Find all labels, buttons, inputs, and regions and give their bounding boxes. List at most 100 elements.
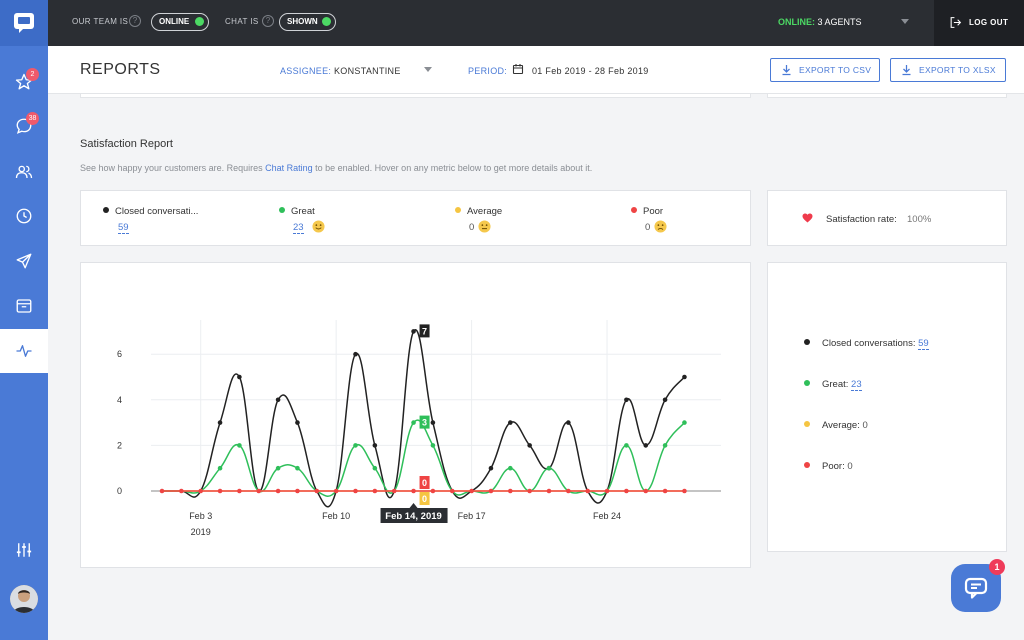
chat-bubble-icon [964,577,988,599]
sidebar-item-history[interactable] [0,194,48,238]
metric-label: Average [467,206,503,217]
period-label: PERIOD: [468,66,508,76]
data-point-3 [430,488,436,494]
metric-great[interactable]: Great [279,206,315,217]
avatar-portrait-icon [10,585,38,613]
data-point-3 [411,488,416,494]
export-xlsx-button[interactable]: EXPORT TO XLSX [890,58,1006,82]
data-point-0 [295,420,300,425]
metric-closed-conversations[interactable]: Closed conversati... [103,206,198,217]
chat-status-label: CHAT IS [225,17,259,26]
page-header: REPORTS ASSIGNEE: KONSTANTINE PERIOD: 01… [48,46,1024,94]
sidebar: 2 38 [0,0,48,640]
data-point-1 [662,443,668,448]
great-dot [279,207,285,214]
period-picker[interactable]: 01 Feb 2019 - 28 Feb 2019 [532,66,649,76]
assignee-label: ASSIGNEE: [280,66,332,76]
average-dot [804,421,810,428]
data-point-1 [546,465,552,471]
legend-value[interactable]: 59 [918,338,929,350]
legend-poor[interactable]: Poor: 0 [804,461,853,472]
tooltip-date: Feb 14, 2019 [385,511,442,522]
send-icon [16,253,32,269]
y-tick-label: 0 [117,486,122,496]
tooltip-great-box [419,415,430,429]
sidebar-item-chats[interactable]: 38 [0,104,48,148]
legend-average[interactable]: Average: 0 [804,420,868,431]
data-point-0 [527,443,532,448]
online-agents-count: 3 AGENTS [817,17,862,27]
sidebar-item-users[interactable] [0,150,48,194]
sidebar-item-settings[interactable] [0,528,48,572]
metric-value[interactable]: 23 [293,222,304,234]
data-point-0 [566,420,571,425]
x-tick-label: Feb 17 [458,511,486,521]
export-xlsx-label: EXPORT TO XLSX [919,65,996,75]
heart-icon [802,213,813,223]
sidebar-item-archive[interactable] [0,284,48,328]
logout-button[interactable]: LOG OUT [934,0,1024,46]
chevron-down-icon[interactable] [901,19,909,24]
metric-value[interactable]: 59 [118,222,129,234]
data-point-3 [314,488,320,494]
team-status-toggle[interactable]: ONLINE [151,13,209,31]
data-point-3 [682,488,687,494]
metric-poor[interactable]: Poor [631,206,663,217]
data-point-3 [237,488,242,494]
help-icon[interactable]: ? [129,15,141,27]
data-point-3 [333,488,339,494]
closed-dot [804,339,810,346]
calendar-icon[interactable] [512,63,524,75]
chart-card: 0 2 4 6 Feb 3 2019 Feb 10 Feb 17 Feb 24 7 3 0 0 Feb 1… [80,262,751,568]
export-csv-button[interactable]: EXPORT TO CSV [770,58,880,82]
satisfaction-rate-label: Satisfaction rate: [826,214,897,225]
data-point-0 [353,351,358,357]
metric-value: 0 [645,222,651,233]
y-tick-label: 4 [117,395,122,405]
x-tick-label: 2019 [191,527,211,537]
legend-label: Average: [822,420,860,431]
data-point-3 [198,488,203,494]
data-point-1 [372,465,378,471]
poor-dot [804,462,810,469]
legend-label: Closed conversations: [822,338,916,349]
chat-widget-button[interactable]: 1 [951,559,1005,612]
sidebar-item-favorites[interactable]: 2 [0,60,48,104]
data-point-3 [295,488,300,494]
poor-dot [631,207,637,214]
team-status-label: OUR TEAM IS [72,17,129,26]
help-icon[interactable]: ? [262,15,274,27]
legend-value[interactable]: 23 [851,379,862,391]
data-point-0 [275,397,281,403]
metric-average[interactable]: Average [455,206,502,217]
legend-value: 0 [847,461,853,472]
data-point-3 [643,488,649,494]
metric-value: 0 [469,222,475,233]
chevron-down-icon[interactable] [424,67,432,72]
legend-closed-conversations[interactable]: Closed conversations: 59 [804,338,929,350]
data-point-3 [585,488,590,494]
sidebar-item-reports[interactable] [0,329,48,373]
page-title: REPORTS [80,61,161,78]
data-point-1 [430,443,436,448]
tooltip-closed-label: 7 [422,326,427,336]
assignee-select[interactable]: KONSTANTINE [334,66,401,76]
user-avatar[interactable] [10,585,38,613]
great-dot [804,380,810,387]
data-point-3 [566,488,571,494]
users-icon [15,165,33,179]
chat-rating-link[interactable]: Chat Rating [265,163,313,173]
app-logo[interactable] [0,0,48,46]
smile-emoji-icon [312,220,325,233]
legend-great[interactable]: Great: 23 [804,379,862,391]
sidebar-item-campaigns[interactable] [0,239,48,283]
chat-status-toggle[interactable]: SHOWN [279,13,336,31]
data-point-3 [469,488,474,494]
tooltip-average-label: 0 [422,494,427,504]
legend-value: 0 [862,420,868,431]
satisfaction-chart[interactable]: 0 2 4 6 Feb 3 2019 Feb 10 Feb 17 Feb 24 7 3 0 0 Feb 1… [81,263,750,567]
tooltip-great-label: 3 [422,418,427,428]
agents-online-dropdown[interactable]: ONLINE: 3 AGENTS [778,17,862,27]
tooltip-poor-box [419,476,430,489]
neutral-emoji-icon [478,220,491,233]
